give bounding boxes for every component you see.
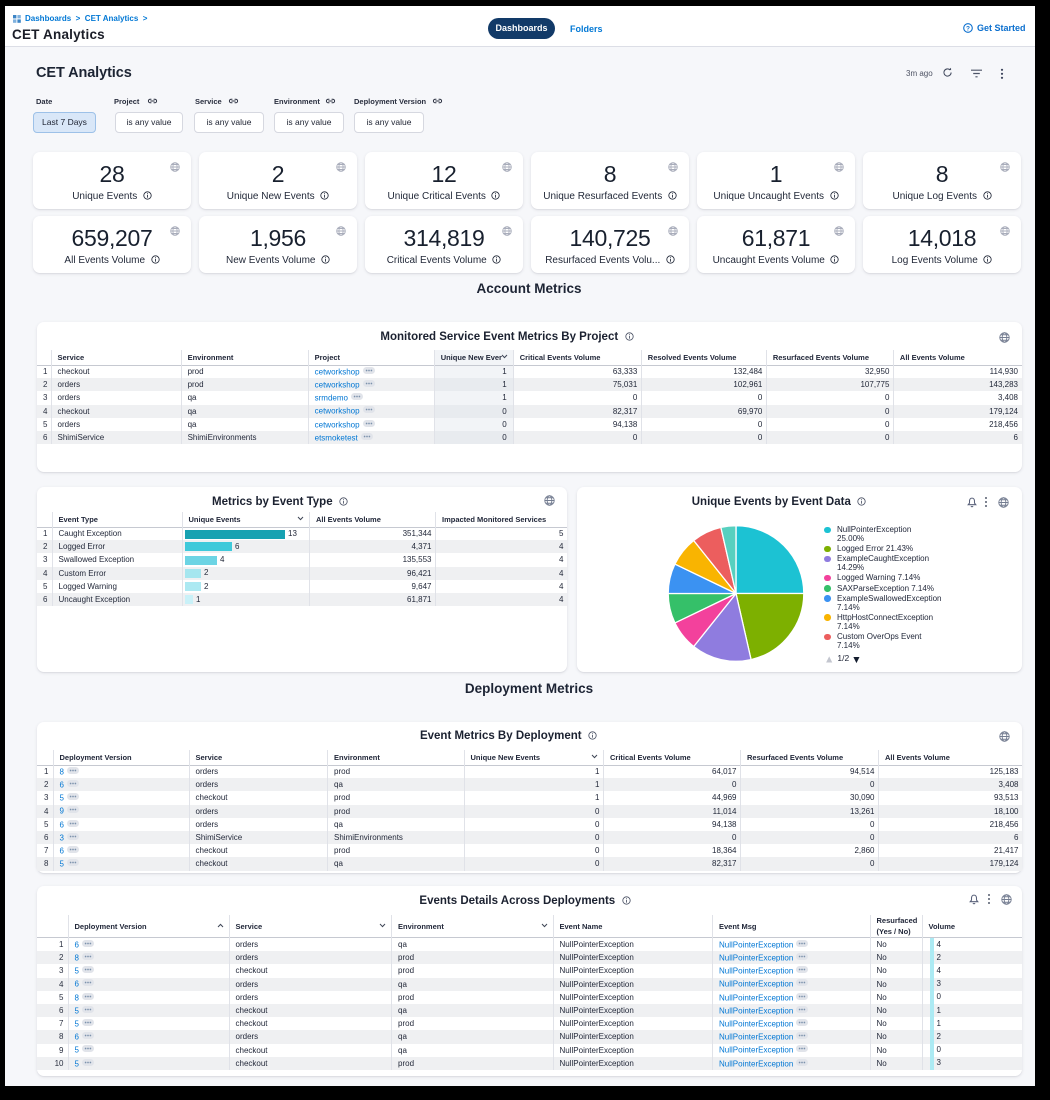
svg-text:?: ?	[966, 25, 970, 32]
